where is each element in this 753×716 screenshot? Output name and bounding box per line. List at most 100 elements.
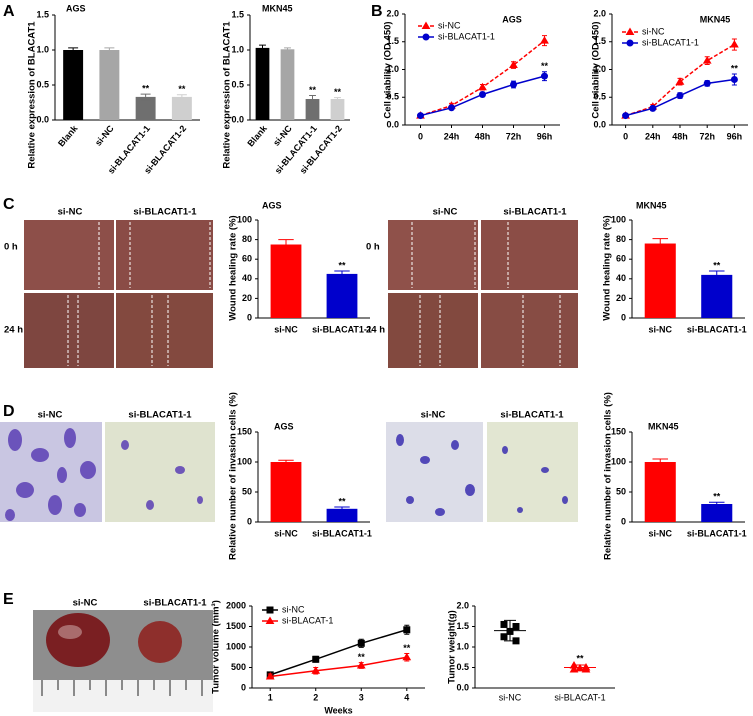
x-tick-label: 24h (444, 131, 460, 141)
image-column-label: si-BLACAT1-1 (503, 207, 567, 218)
chart-title: AGS (274, 421, 294, 431)
image-column-label: si-NC (73, 598, 98, 609)
marker (676, 92, 684, 100)
y-axis-label: Tumor weight(g) (447, 610, 458, 684)
y-axis-label: Cell viability (OD 450) (383, 21, 394, 118)
significance: ** (541, 61, 549, 71)
chart-title: MKN45 (648, 421, 679, 431)
image-column-label: si-BLACAT1-1 (128, 410, 192, 421)
bar (99, 50, 120, 120)
y-tick-label: 0.5 (593, 92, 606, 102)
y-axis-label: Cell viability (OD 450) (591, 21, 602, 118)
y-tick-label: 80 (616, 234, 626, 244)
marker (311, 666, 321, 674)
marker (509, 60, 518, 69)
y-tick-label: 100 (611, 456, 626, 466)
error-bar (104, 47, 115, 53)
image-column-label: si-NC (421, 410, 446, 421)
series-line (270, 656, 407, 678)
image-row-label: 0 h (4, 242, 18, 253)
error-bar (334, 270, 350, 278)
bar (326, 273, 358, 318)
panel-label: A (3, 3, 15, 20)
significance: ** (576, 653, 584, 663)
error-bar (334, 506, 350, 512)
y-tick-label: 2000 (226, 600, 246, 610)
marker (703, 79, 711, 87)
chart-title: MKN45 (262, 3, 293, 13)
significance: ** (403, 643, 411, 653)
x-tick-label: 0 (418, 131, 423, 141)
y-tick-label: 0.0 (456, 682, 469, 692)
error-bar (708, 270, 725, 280)
series-line (420, 40, 545, 117)
y-axis-label: Tumor volume (mm³) (211, 600, 222, 694)
panel-label: E (3, 591, 14, 608)
y-axis-label: Relative expression of BLACAT1 (27, 21, 38, 169)
bar (701, 274, 733, 318)
y-tick-label: 0.5 (231, 79, 244, 89)
y-tick-label: 50 (616, 486, 626, 496)
error-bar (574, 664, 586, 671)
error-bar (708, 501, 725, 507)
y-tick-label: 0 (241, 682, 246, 692)
y-tick-label: 0.0 (231, 114, 244, 124)
x-tick-label: 72h (506, 131, 522, 141)
marker (312, 655, 320, 663)
significance: ** (338, 260, 346, 270)
bar (644, 243, 676, 318)
y-tick-label: 1.5 (593, 36, 606, 46)
y-axis-label: Wound healing rate (%) (602, 215, 613, 320)
x-tick-label: 48h (475, 131, 491, 141)
chart-title: AGS (502, 14, 522, 24)
marker (265, 672, 275, 680)
y-tick-label: 1000 (226, 641, 246, 651)
y-tick-label: 20 (616, 293, 626, 303)
bar (330, 99, 345, 120)
x-tick-label: 96h (537, 131, 553, 141)
chart-title: AGS (66, 3, 86, 13)
marker (402, 652, 412, 661)
significance: ** (334, 87, 342, 97)
image-column-label: si-BLACAT1-1 (143, 598, 207, 609)
marker (649, 104, 657, 112)
y-tick-label: 1.5 (456, 621, 469, 631)
x-tick-label: 72h (699, 131, 715, 141)
marker (357, 639, 365, 647)
bar (305, 99, 320, 120)
image-row-label: 24 h (366, 325, 385, 336)
y-tick-label: 0.0 (36, 114, 49, 124)
y-tick-label: 0 (621, 516, 626, 526)
y-tick-label: 0.5 (36, 79, 49, 89)
y-axis-label: Relative expression of BLACAT1 (222, 21, 233, 169)
marker (510, 80, 517, 88)
marker (675, 77, 685, 85)
marker (541, 72, 548, 80)
marker (569, 665, 579, 673)
bar (270, 462, 302, 522)
error-bar (278, 239, 294, 250)
image-column-label: si-NC (433, 207, 458, 218)
y-tick-label: 1.5 (231, 9, 244, 19)
y-tick-label: 1.0 (36, 44, 49, 54)
marker (478, 82, 487, 91)
y-tick-label: 0.0 (593, 119, 606, 129)
legend-marker (265, 616, 275, 624)
tumor-photo (33, 610, 213, 712)
chart-title: MKN45 (636, 200, 667, 210)
y-tick-label: 0.5 (386, 92, 399, 102)
x-tick-label: si-BLACAT-1 (554, 692, 605, 702)
legend-marker (421, 21, 431, 29)
marker (417, 112, 424, 120)
x-tick-label: 4 (404, 692, 409, 702)
marker (356, 660, 366, 669)
marker (730, 40, 739, 48)
legend-label: si-NC (438, 20, 461, 30)
legend-marker (625, 27, 635, 35)
y-tick-label: 1.0 (456, 641, 469, 651)
y-tick-label: 0 (247, 312, 252, 322)
image-row-label: 0 h (366, 242, 380, 253)
panel-label: C (3, 196, 15, 213)
x-tick-label: 1 (268, 692, 273, 702)
